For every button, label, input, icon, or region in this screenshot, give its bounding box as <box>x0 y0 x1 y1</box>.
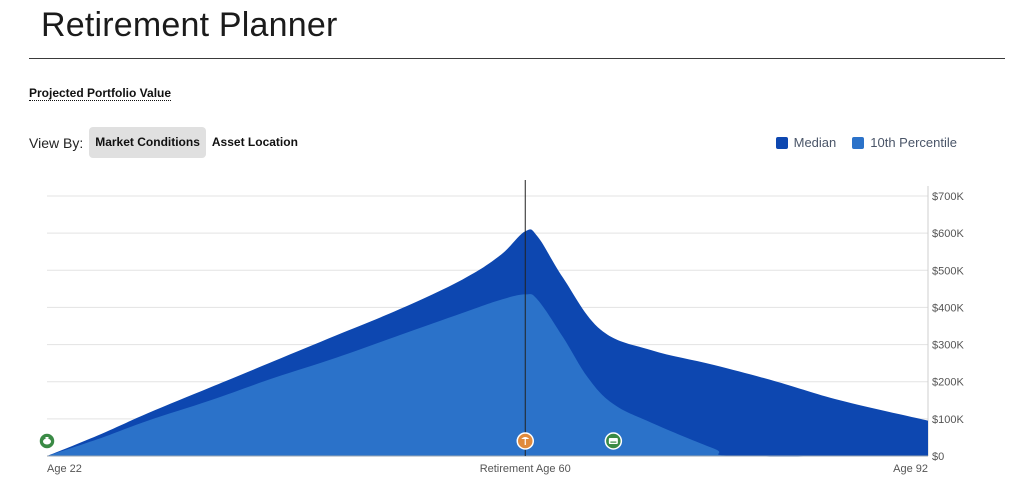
y-tick-label: $300K <box>932 340 964 352</box>
y-tick-label: $500K <box>932 265 964 277</box>
asset-location-button[interactable]: Asset Location <box>211 135 298 149</box>
x-tick-label: Age 92 <box>893 463 928 475</box>
x-tick-label: Age 22 <box>47 463 82 475</box>
palm-leaves-glyph <box>521 437 530 439</box>
chart-legend: Median 10th Percentile <box>760 135 957 150</box>
tenth-percentile-area[interactable] <box>47 294 928 457</box>
legend-item-median: Median <box>775 135 837 150</box>
legend-swatch-median <box>775 136 788 149</box>
legend-item-10th-percentile: 10th Percentile <box>852 135 957 150</box>
y-tick-label: $100K <box>932 414 964 426</box>
legend-label-median: Median <box>793 135 837 150</box>
palm-trunk-glyph <box>524 439 526 445</box>
market-conditions-button[interactable]: Market Conditions <box>89 127 206 158</box>
y-tick-label: $400K <box>932 302 964 314</box>
view-by-control: View By: Market Conditions Asset Locatio… <box>29 127 304 158</box>
x-tick-label: Retirement Age 60 <box>480 463 571 475</box>
y-tick-label: $600K <box>932 228 964 240</box>
legend-swatch-10th-percentile <box>852 136 865 149</box>
page-title: Retirement Planner <box>41 6 338 44</box>
view-by-label: View By: <box>29 134 84 151</box>
piggy-bank-glyph <box>43 438 51 445</box>
y-tick-label: $0 <box>932 451 944 463</box>
piggy-bank-slot-glyph <box>45 437 49 439</box>
legend-label-10th-percentile: 10th Percentile <box>870 135 957 150</box>
title-divider <box>29 58 1005 59</box>
y-tick-label: $200K <box>932 377 964 389</box>
keyboard-glyph <box>608 438 618 444</box>
projected-portfolio-value-link[interactable]: Projected Portfolio Value <box>29 86 172 101</box>
y-tick-label: $700K <box>932 191 964 203</box>
keyboard-keys-glyph <box>610 441 617 443</box>
